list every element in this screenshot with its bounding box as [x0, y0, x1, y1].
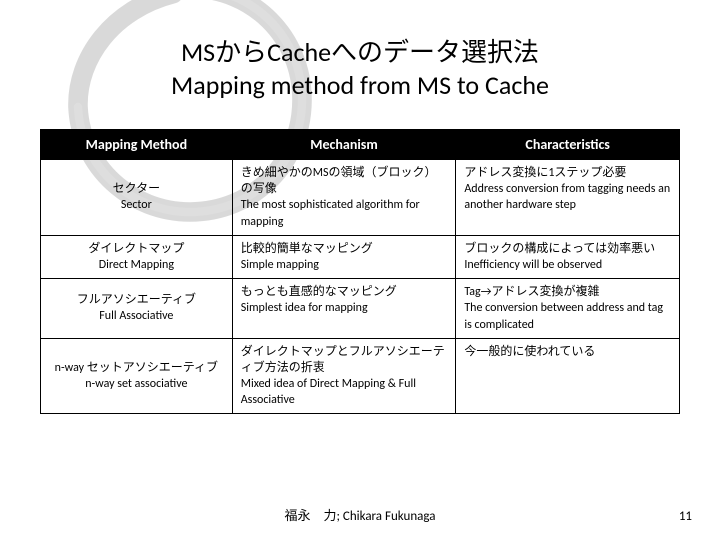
- method-jp: n-way セットアソシエーティブ: [55, 361, 218, 375]
- method-jp: セクター: [113, 182, 161, 196]
- table-row: n-way セットアソシエーティブ n-way set associative …: [41, 338, 680, 414]
- cell-mechanism: もっとも直感的なマッピングSimplest idea for mapping: [232, 279, 456, 339]
- cell-method: ダイレクトマップ Direct Mapping: [41, 235, 233, 278]
- cell-method: フルアソシエーティブ Full Associative: [41, 279, 233, 339]
- slide-content: MSからCacheへのデータ選択法 Mapping method from MS…: [0, 0, 720, 434]
- table-header-row: Mapping Method Mechanism Characteristics: [41, 130, 680, 160]
- page-number: 11: [679, 509, 692, 524]
- method-en: n-way set associative: [85, 377, 187, 391]
- cell-mechanism: 比較的簡単なマッピングSimple mapping: [232, 235, 456, 278]
- table-row: セクター Sector きめ細やかのMSの領域（ブロック）の写像The most…: [41, 160, 680, 236]
- mapping-table: Mapping Method Mechanism Characteristics…: [40, 129, 680, 414]
- footer-author: 福永 力; Chikara Fukunaga: [0, 505, 720, 524]
- method-en: Sector: [121, 198, 152, 212]
- title-jp: MSからCacheへのデータ選択法: [181, 36, 539, 68]
- method-en: Full Associative: [99, 309, 173, 323]
- method-jp: ダイレクトマップ: [88, 242, 184, 256]
- cell-method: セクター Sector: [41, 160, 233, 236]
- cell-mechanism: ダイレクトマップとフルアソシエーティブ方法の折衷Mixed idea of Di…: [232, 338, 456, 414]
- slide-title: MSからCacheへのデータ選択法 Mapping method from MS…: [40, 36, 680, 101]
- method-jp: フルアソシエーティブ: [77, 293, 196, 307]
- header-characteristics: Characteristics: [456, 130, 680, 160]
- table-row: ダイレクトマップ Direct Mapping 比較的簡単なマッピングSimpl…: [41, 235, 680, 278]
- title-en: Mapping method from MS to Cache: [171, 69, 549, 101]
- cell-characteristics: Tag→アドレス変換が複雑The conversion between addr…: [456, 279, 680, 339]
- cell-characteristics: 今一般的に使われている: [456, 338, 680, 414]
- header-mechanism: Mechanism: [232, 130, 456, 160]
- method-en: Direct Mapping: [99, 258, 174, 272]
- header-method: Mapping Method: [41, 130, 233, 160]
- cell-mechanism: きめ細やかのMSの領域（ブロック）の写像The most sophisticat…: [232, 160, 456, 236]
- cell-characteristics: ブロックの構成によっては効率悪いInefficiency will be obs…: [456, 235, 680, 278]
- cell-characteristics: アドレス変換に1ステップ必要Address conversion from ta…: [456, 160, 680, 236]
- table-row: フルアソシエーティブ Full Associative もっとも直感的なマッピン…: [41, 279, 680, 339]
- cell-method: n-way セットアソシエーティブ n-way set associative: [41, 338, 233, 414]
